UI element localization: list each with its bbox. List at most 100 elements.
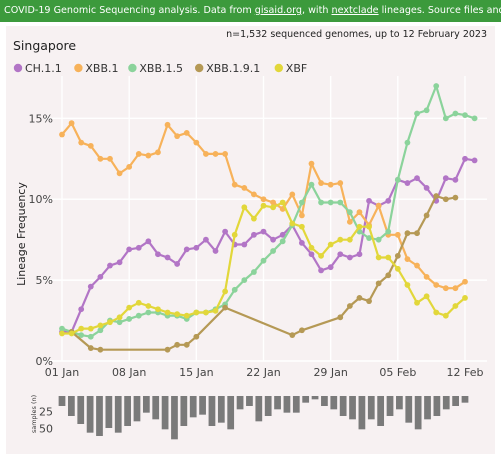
data-point [433,83,440,89]
data-point [174,261,181,267]
data-point [68,120,75,127]
data-point [87,333,94,340]
data-point [414,262,420,269]
data-point [203,151,209,157]
data-point [423,273,430,280]
sample-bar [442,396,450,410]
sample-bar [283,396,291,413]
data-point [251,191,257,198]
sample-bar [67,396,75,416]
x-tick-label: 12 Feb [447,366,484,379]
sample-bar [77,396,85,424]
data-point [260,228,267,235]
data-point [289,220,296,227]
data-point [308,251,315,258]
sample-bar [227,396,235,430]
data-point [260,257,267,264]
sample-bar [274,396,281,410]
nextclade-link[interactable]: nextclade [331,5,379,16]
chart-subtitle: n=1,532 sequenced genomes, up to 12 Febr… [226,29,487,40]
data-point [59,131,65,138]
x-tick-label: 29 Jan [313,366,347,379]
y-tick-label: 15% [29,112,53,125]
data-point [241,185,248,191]
data-point [356,295,363,301]
data-point [337,236,344,243]
data-point [327,181,334,188]
legend-label: XBF [286,62,307,75]
sample-bar [367,396,375,420]
data-point [433,193,440,199]
data-point [394,252,401,259]
data-point [414,110,420,117]
data-point [59,325,65,332]
sample-bar [105,396,113,428]
data-point [452,176,459,183]
sample-bar [424,396,431,420]
data-point [404,230,411,237]
gisaid-link[interactable]: gisaid.org [254,5,302,16]
data-point [433,309,440,316]
sample-bar [142,396,150,413]
data-point [145,309,152,316]
data-point [471,115,478,122]
data-point [346,236,353,243]
data-point [212,307,219,314]
data-point [279,238,286,245]
legend-marker [128,63,137,73]
series-lines [59,83,478,353]
data-point [251,215,257,222]
data-point [337,199,344,206]
data-point [241,204,248,211]
data-point [241,241,248,248]
sample-bar [171,396,178,440]
data-point [270,199,276,206]
data-point [59,330,65,337]
data-point [366,235,372,241]
data-point [318,252,324,259]
data-point [78,332,85,339]
grid [44,76,487,362]
data-point [318,267,324,274]
sample-bar [377,396,385,426]
data-point [126,316,133,322]
data-point [385,254,392,261]
data-point [270,204,276,211]
data-point [135,244,142,251]
data-point [279,199,286,206]
samples-axis-label: samples (n) [30,395,38,433]
legend-label: XBB.1 [85,62,118,75]
data-point [126,163,133,170]
data-point [183,130,190,136]
data-point [145,152,152,159]
data-point [116,259,123,266]
data-point [375,202,382,209]
series-line [62,157,475,333]
sample-bar [124,396,131,426]
data-point [385,272,392,279]
y-tick-label: 5% [36,274,53,287]
data-point [289,191,296,198]
data-point [231,286,238,293]
data-point [78,325,85,332]
source-banner: COVID-19 Genomic Sequencing analysis. Da… [0,0,501,22]
sample-bar [414,396,422,430]
data-point [97,273,104,280]
data-point [375,280,382,287]
data-point [164,309,171,316]
data-point [135,312,142,319]
data-point [155,306,161,313]
sample-bar [114,396,122,433]
data-point [366,298,372,305]
data-point [298,199,305,206]
chart-panel: Singapore n=1,532 sequenced genomes, up … [6,26,495,454]
data-point [462,112,468,119]
sample-bar [452,396,460,406]
data-point [260,196,267,203]
data-point [174,311,181,317]
y-axis-ticks: 0% 5% 10% 15% [29,112,53,368]
data-point [164,121,171,128]
data-point [442,115,449,122]
sample-bar [189,396,197,418]
